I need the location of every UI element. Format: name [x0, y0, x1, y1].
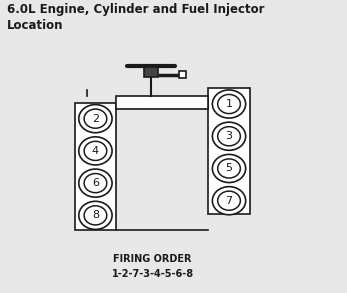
Text: 1-2-7-3-4-5-6-8: 1-2-7-3-4-5-6-8 — [112, 269, 194, 279]
Bar — [116, 96, 208, 109]
Circle shape — [79, 201, 112, 229]
Circle shape — [84, 109, 107, 128]
Circle shape — [79, 169, 112, 197]
Circle shape — [84, 141, 107, 161]
Circle shape — [84, 173, 107, 193]
Text: FIRING ORDER: FIRING ORDER — [113, 254, 192, 264]
Circle shape — [218, 94, 240, 114]
Bar — [144, 67, 158, 77]
Circle shape — [212, 154, 246, 183]
Bar — [208, 88, 250, 214]
Text: 1: 1 — [226, 99, 232, 109]
Circle shape — [84, 206, 107, 225]
Text: 4: 4 — [92, 146, 99, 156]
Text: 6: 6 — [92, 178, 99, 188]
Circle shape — [218, 127, 240, 146]
Text: 6.0L Engine, Cylinder and Fuel Injector
Location: 6.0L Engine, Cylinder and Fuel Injector … — [7, 3, 264, 32]
Text: 7: 7 — [226, 196, 232, 206]
Circle shape — [212, 90, 246, 118]
Circle shape — [79, 137, 112, 165]
Circle shape — [79, 105, 112, 133]
Circle shape — [212, 187, 246, 215]
Bar — [179, 71, 186, 78]
Circle shape — [218, 159, 240, 178]
Text: 2: 2 — [92, 114, 99, 124]
Text: 5: 5 — [226, 163, 232, 173]
Text: 3: 3 — [226, 131, 232, 141]
Text: 8: 8 — [92, 210, 99, 220]
Circle shape — [212, 122, 246, 150]
Bar — [75, 103, 116, 230]
Circle shape — [218, 191, 240, 210]
